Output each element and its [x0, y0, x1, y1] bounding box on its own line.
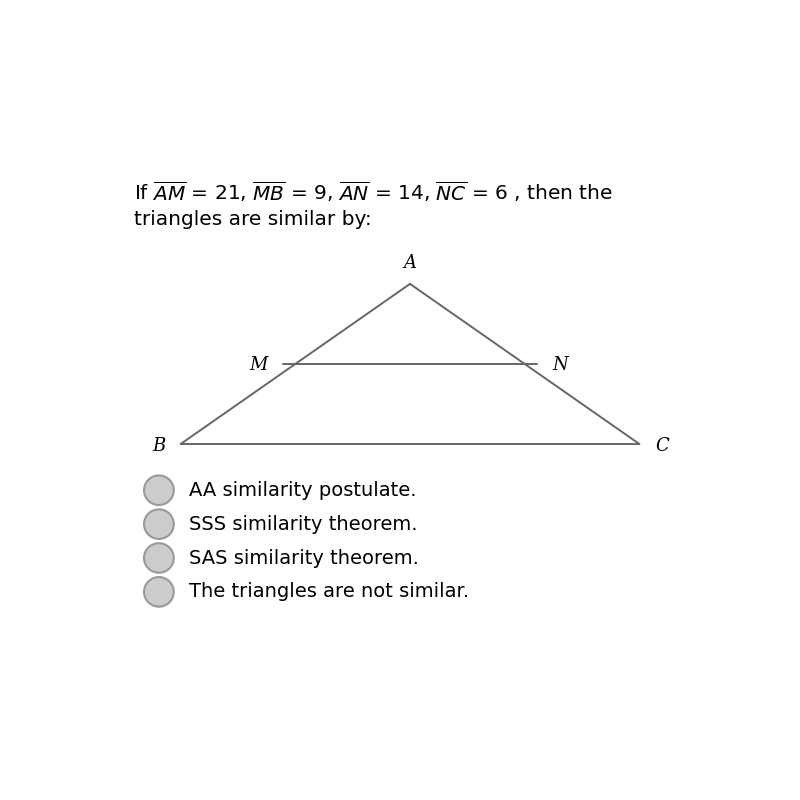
- Text: A: A: [403, 254, 417, 271]
- Text: SSS similarity theorem.: SSS similarity theorem.: [190, 514, 418, 534]
- Circle shape: [144, 510, 174, 539]
- Circle shape: [144, 577, 174, 606]
- Text: B: B: [152, 437, 165, 455]
- Text: M: M: [249, 356, 267, 374]
- Text: SAS similarity theorem.: SAS similarity theorem.: [190, 549, 419, 567]
- Text: C: C: [655, 437, 669, 455]
- Text: The triangles are not similar.: The triangles are not similar.: [190, 582, 470, 602]
- Text: If $\overline{AM}$ = 21, $\overline{MB}$ = 9, $\overline{AN}$ = 14, $\overline{N: If $\overline{AM}$ = 21, $\overline{MB}$…: [134, 179, 613, 204]
- Text: AA similarity postulate.: AA similarity postulate.: [190, 481, 417, 500]
- Circle shape: [144, 543, 174, 573]
- Circle shape: [144, 475, 174, 505]
- Text: triangles are similar by:: triangles are similar by:: [134, 210, 372, 229]
- Text: N: N: [553, 356, 568, 374]
